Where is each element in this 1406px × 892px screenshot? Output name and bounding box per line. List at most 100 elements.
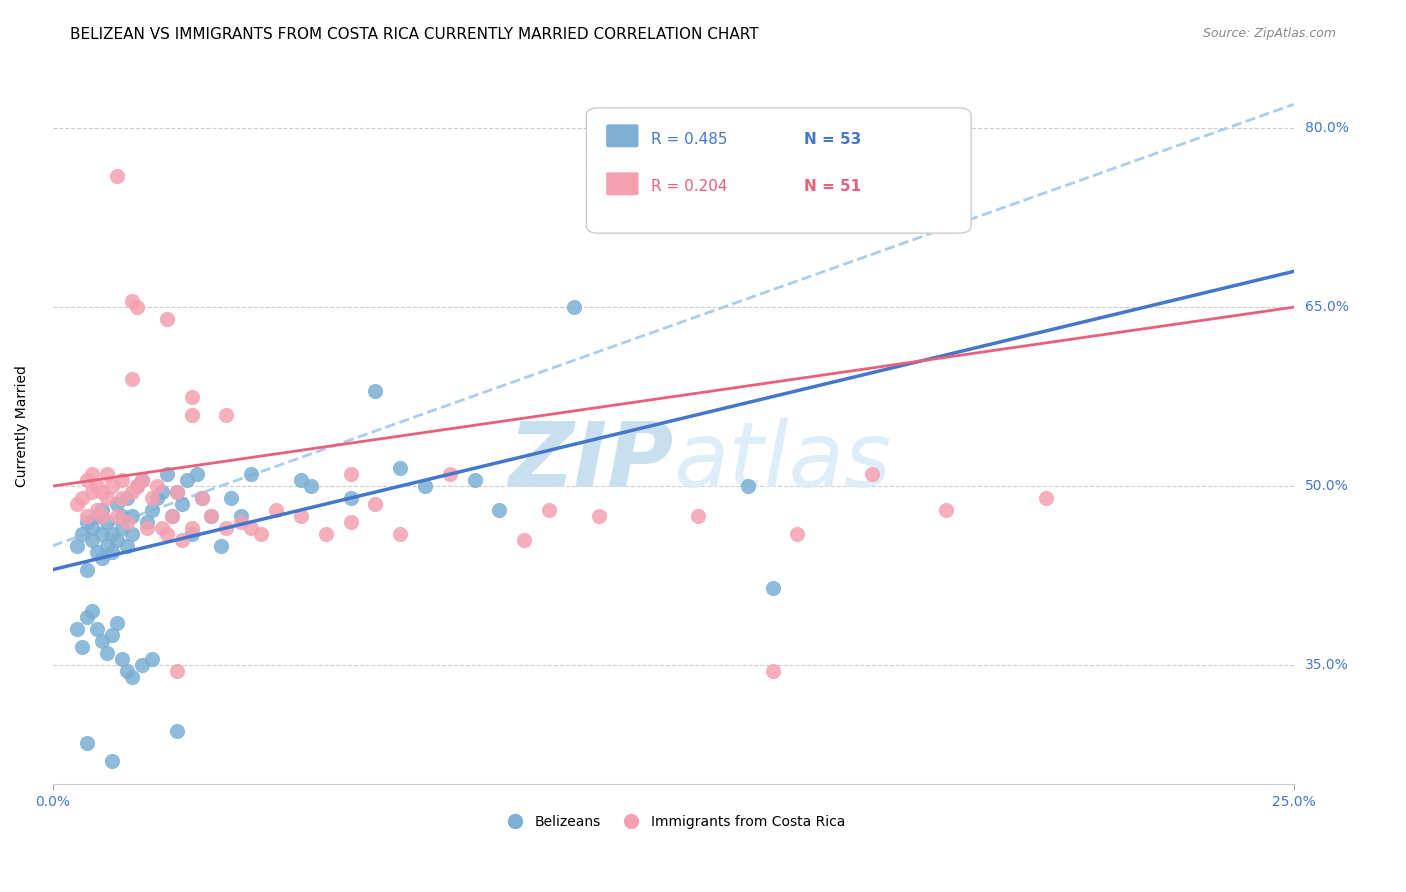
Point	[96, 646, 118, 660]
Point	[186, 467, 208, 482]
Point	[111, 521, 134, 535]
Point	[91, 526, 114, 541]
Point	[170, 497, 193, 511]
Legend: Belizeans, Immigrants from Costa Rica: Belizeans, Immigrants from Costa Rica	[496, 810, 851, 835]
Text: R = 0.204: R = 0.204	[651, 179, 727, 194]
Point	[82, 521, 104, 535]
Point	[111, 491, 134, 505]
Text: N = 51: N = 51	[804, 179, 860, 194]
Text: R = 0.485: R = 0.485	[651, 131, 727, 146]
Point	[141, 652, 163, 666]
Point	[76, 563, 98, 577]
Point	[121, 508, 143, 523]
Point	[364, 384, 387, 398]
Point	[180, 390, 202, 404]
Text: 35.0%: 35.0%	[1305, 658, 1348, 672]
Point	[160, 508, 183, 523]
Point	[101, 479, 124, 493]
Point	[180, 526, 202, 541]
Point	[66, 497, 89, 511]
Point	[131, 658, 153, 673]
Point	[96, 491, 118, 505]
Point	[464, 473, 486, 487]
Point	[190, 491, 212, 505]
Text: Source: ZipAtlas.com: Source: ZipAtlas.com	[1202, 27, 1336, 40]
Point	[562, 300, 585, 314]
Point	[105, 508, 128, 523]
Point	[200, 508, 222, 523]
Point	[141, 491, 163, 505]
Point	[105, 169, 128, 183]
Point	[101, 628, 124, 642]
Point	[935, 503, 957, 517]
Point	[860, 467, 883, 482]
Point	[76, 736, 98, 750]
Point	[121, 526, 143, 541]
Point	[290, 508, 312, 523]
Point	[86, 508, 108, 523]
Point	[339, 491, 361, 505]
Point	[121, 485, 143, 500]
Point	[180, 521, 202, 535]
Point	[115, 515, 138, 529]
Point	[115, 664, 138, 678]
Point	[221, 491, 243, 505]
Point	[101, 545, 124, 559]
Point	[96, 515, 118, 529]
Point	[111, 473, 134, 487]
Point	[121, 294, 143, 309]
Point	[176, 473, 198, 487]
Point	[96, 539, 118, 553]
Point	[115, 539, 138, 553]
Point	[488, 503, 510, 517]
Point	[105, 497, 128, 511]
Point	[160, 508, 183, 523]
Text: 80.0%: 80.0%	[1305, 121, 1348, 136]
Point	[513, 533, 536, 547]
Point	[166, 664, 188, 678]
Point	[156, 467, 179, 482]
Point	[240, 467, 263, 482]
Point	[91, 485, 114, 500]
Point	[125, 479, 148, 493]
Point	[82, 604, 104, 618]
Point	[364, 497, 387, 511]
Point	[413, 479, 436, 493]
Point	[439, 467, 461, 482]
Point	[786, 526, 808, 541]
Point	[761, 664, 783, 678]
Point	[136, 521, 159, 535]
Point	[315, 526, 337, 541]
Point	[91, 634, 114, 648]
Point	[101, 754, 124, 768]
Point	[72, 640, 94, 655]
Point	[150, 485, 173, 500]
Point	[240, 521, 263, 535]
Text: 50.0%: 50.0%	[1305, 479, 1348, 493]
Point	[111, 508, 134, 523]
Point	[136, 515, 159, 529]
Point	[121, 670, 143, 684]
Point	[111, 652, 134, 666]
Point	[105, 616, 128, 631]
Point	[1035, 491, 1057, 505]
Point	[339, 467, 361, 482]
Point	[82, 467, 104, 482]
Point	[121, 372, 143, 386]
Point	[131, 473, 153, 487]
Point	[76, 515, 98, 529]
Point	[231, 515, 253, 529]
Point	[141, 503, 163, 517]
Point	[72, 526, 94, 541]
Point	[86, 545, 108, 559]
Point	[166, 485, 188, 500]
Point	[299, 479, 322, 493]
Point	[125, 479, 148, 493]
Point	[86, 479, 108, 493]
Y-axis label: Currently Married: Currently Married	[15, 366, 30, 487]
Point	[588, 508, 610, 523]
Point	[105, 533, 128, 547]
Point	[76, 508, 98, 523]
Point	[190, 491, 212, 505]
Point	[150, 521, 173, 535]
